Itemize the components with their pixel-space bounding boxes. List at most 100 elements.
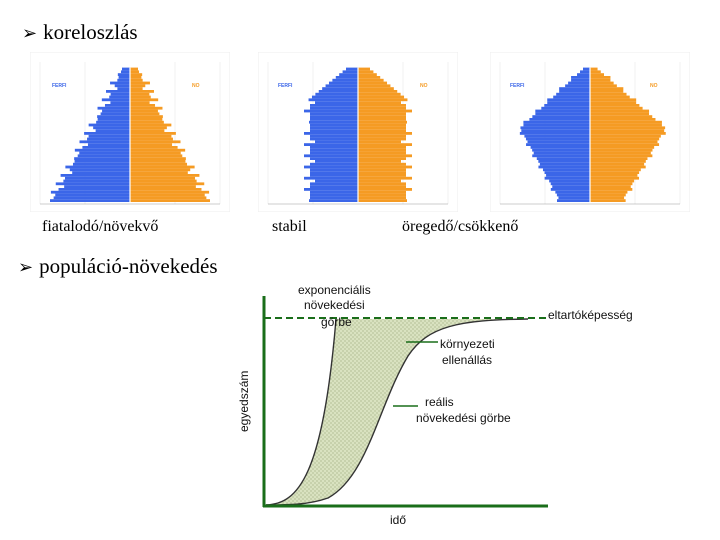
female-age-bar [590,104,640,107]
female-age-bar [590,182,633,186]
female-age-bar [358,137,406,141]
male-age-bar [538,165,590,169]
male-age-bar [304,176,358,180]
female-age-bar [358,84,391,88]
male-age-bar [304,143,358,146]
exp-label-3: görbe [321,315,352,329]
caption-stable: stabil [272,218,307,235]
male-age-bar [315,160,358,163]
male-age-bar [325,84,358,88]
male-age-bar [559,87,590,90]
female-age-bar [590,120,662,124]
resistance-label-2: ellenállás [442,353,492,367]
bullet-text: populáció-növekedés [39,254,218,278]
female-age-bar [590,146,655,149]
male-age-bar [72,162,130,166]
male-age-bar [310,171,358,174]
male-age-bar [58,188,130,191]
male-age-bar [304,109,358,113]
male-age-bar [346,67,358,71]
male-age-bar [97,118,130,121]
male-age-bar [304,188,358,191]
female-age-bar [358,104,406,107]
female-age-bar [590,87,624,90]
female-age-bar [130,70,140,74]
female-age-bar [130,168,191,172]
female-label: NO [650,83,658,89]
female-age-bar [358,120,407,124]
male-age-bar [79,151,130,155]
male-age-bar [97,115,130,118]
male-age-bar [95,129,130,132]
male-age-bar [550,188,590,191]
male-age-bar [310,112,358,116]
female-age-bar [130,137,173,141]
female-age-bar [130,196,207,200]
female-age-bar [130,148,186,152]
male-age-bar [310,193,358,197]
female-age-bar [590,137,660,141]
bullet-growth: ➢ populáció-növekedés [18,254,218,280]
female-age-bar [358,143,412,146]
female-age-bar [358,73,377,76]
male-age-bar [546,174,590,177]
male-age-bar [310,196,358,200]
female-age-bar [590,84,617,88]
female-age-bar [130,120,164,124]
female-age-bar [590,123,662,127]
male-age-bar [55,193,130,197]
female-age-bar [358,176,412,180]
female-age-bar [130,185,196,188]
male-age-bar [309,199,358,202]
male-age-bar [310,137,358,141]
female-age-bar [358,112,406,116]
female-age-bar [590,101,637,104]
male-age-bar [310,126,358,130]
male-age-bar [88,123,130,127]
male-age-bar [310,115,358,118]
exp-label-2: növekedési [304,298,365,312]
male-age-bar [310,151,358,155]
arrow-bullet-icon: ➢ [22,23,38,44]
female-age-bar [590,196,625,200]
female-age-bar [358,185,406,188]
female-age-bar [358,168,406,172]
female-age-bar [590,199,626,202]
male-age-bar [315,140,358,144]
female-age-bar [590,160,646,163]
female-age-bar [358,182,406,186]
female-age-bar [130,101,150,104]
male-age-bar [117,87,130,90]
male-age-bar [310,162,358,166]
male-age-bar [55,182,130,186]
female-age-bar [590,174,638,177]
bullet-text: koreloszlás [43,20,138,44]
male-age-bar [315,101,358,104]
male-age-bar [577,73,590,76]
female-age-bar [130,81,150,85]
male-age-bar [315,92,358,96]
female-age-bar [590,148,653,152]
female-age-bar [130,126,167,130]
pyramid-bars [519,67,666,202]
male-age-bar [310,157,358,160]
female-age-bar [358,67,370,71]
male-age-bar [122,67,130,71]
female-age-bar [130,182,205,186]
male-age-bar [102,109,130,113]
female-age-bar [358,134,406,138]
male-age-bar [97,106,130,110]
male-age-bar [310,190,358,194]
pyramid-bars [304,67,412,202]
female-age-bar [358,174,406,177]
female-age-bar [590,76,611,79]
male-age-bar [310,146,358,149]
female-label: NO [192,83,200,89]
male-age-bar [310,134,358,138]
male-age-bar [100,112,130,116]
female-age-bar [590,193,626,197]
female-age-bar [358,188,412,191]
male-age-bar [310,123,358,127]
female-age-bar [130,162,188,166]
female-age-bar [590,179,635,183]
